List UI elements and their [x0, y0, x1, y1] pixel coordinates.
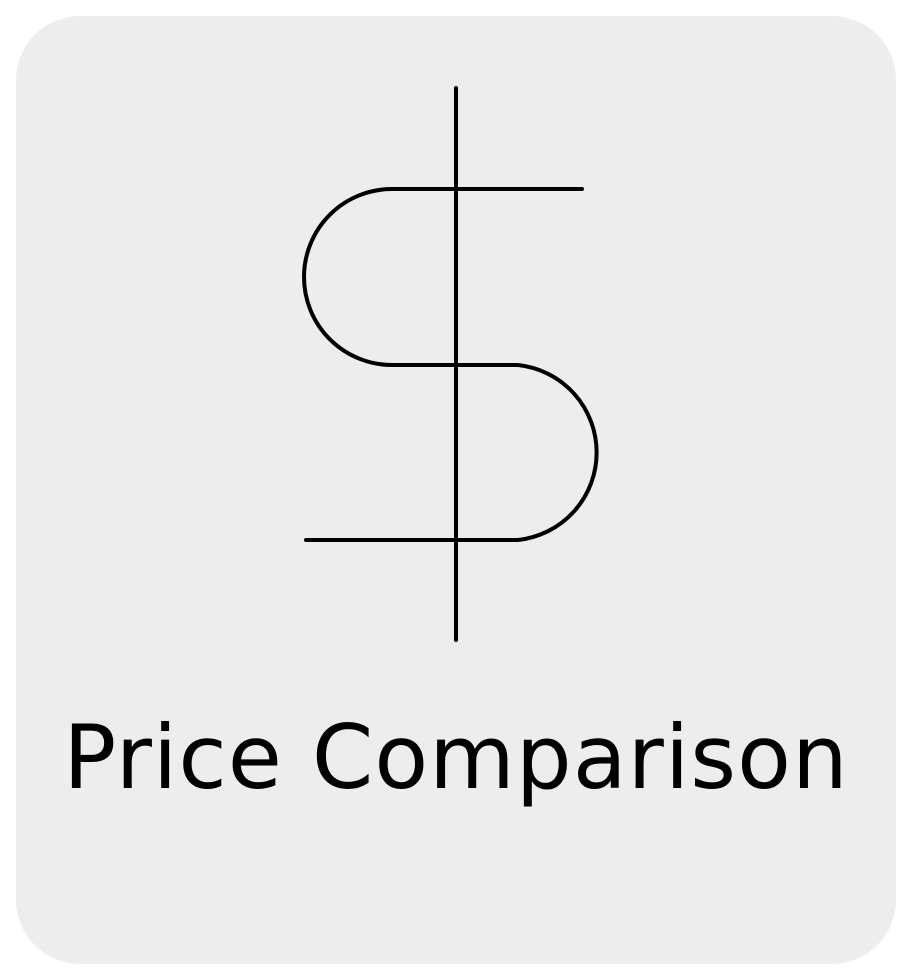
tile-label: Price Comparison: [63, 706, 849, 809]
dollar-sign-icon: [16, 16, 896, 964]
price-comparison-tile[interactable]: Price Comparison: [16, 16, 896, 964]
